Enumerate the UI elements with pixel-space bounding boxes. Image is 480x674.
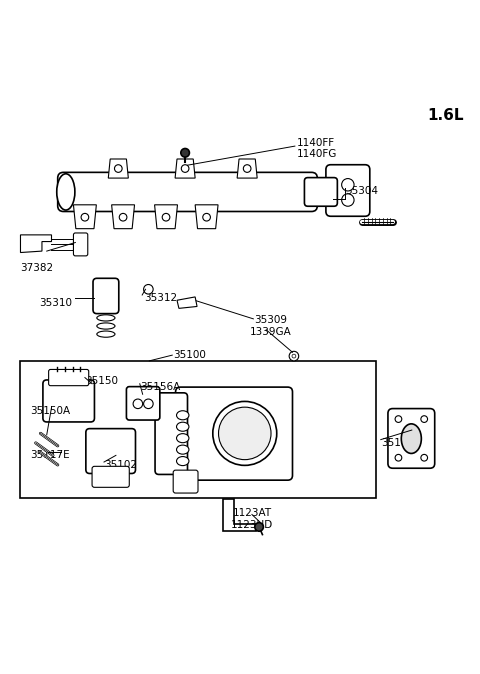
- Text: 37382: 37382: [21, 263, 54, 273]
- Circle shape: [144, 284, 153, 294]
- Circle shape: [203, 214, 210, 221]
- Circle shape: [181, 148, 190, 157]
- Circle shape: [243, 164, 251, 173]
- Ellipse shape: [177, 410, 189, 420]
- Ellipse shape: [177, 433, 189, 443]
- FancyBboxPatch shape: [176, 387, 292, 480]
- Circle shape: [421, 454, 428, 461]
- Circle shape: [133, 399, 143, 408]
- Text: 1123AT
1123HD: 1123AT 1123HD: [231, 508, 273, 530]
- Polygon shape: [175, 159, 195, 178]
- Ellipse shape: [97, 331, 115, 337]
- FancyBboxPatch shape: [388, 408, 435, 468]
- Polygon shape: [223, 499, 256, 530]
- Text: 1339GA: 1339GA: [250, 328, 291, 337]
- Circle shape: [395, 454, 402, 461]
- Circle shape: [421, 416, 428, 423]
- Bar: [21, 361, 376, 498]
- Polygon shape: [112, 205, 134, 228]
- Text: 35310: 35310: [39, 298, 72, 307]
- Circle shape: [81, 214, 89, 221]
- Ellipse shape: [57, 174, 75, 210]
- FancyBboxPatch shape: [155, 393, 188, 474]
- Ellipse shape: [97, 323, 115, 329]
- FancyBboxPatch shape: [93, 278, 119, 313]
- Polygon shape: [108, 159, 128, 178]
- FancyBboxPatch shape: [326, 164, 370, 216]
- Text: 1.6L: 1.6L: [427, 108, 464, 123]
- Circle shape: [181, 164, 189, 173]
- Text: 35309: 35309: [254, 315, 288, 326]
- FancyBboxPatch shape: [48, 369, 89, 386]
- Ellipse shape: [177, 456, 189, 466]
- Text: 35150A: 35150A: [30, 406, 70, 416]
- Circle shape: [144, 399, 153, 408]
- Polygon shape: [195, 205, 218, 228]
- Circle shape: [292, 354, 296, 358]
- Circle shape: [342, 179, 354, 191]
- Circle shape: [342, 194, 354, 206]
- Text: 35100: 35100: [173, 350, 206, 360]
- Circle shape: [218, 407, 271, 460]
- Text: 35117E: 35117E: [30, 450, 70, 460]
- FancyBboxPatch shape: [92, 466, 129, 487]
- Text: 35102: 35102: [104, 460, 137, 470]
- Polygon shape: [237, 159, 257, 178]
- FancyBboxPatch shape: [86, 429, 135, 474]
- FancyBboxPatch shape: [304, 178, 337, 206]
- FancyBboxPatch shape: [73, 233, 88, 256]
- Text: 35101: 35101: [381, 438, 414, 448]
- Circle shape: [255, 522, 264, 531]
- Polygon shape: [177, 297, 197, 309]
- Circle shape: [213, 402, 277, 465]
- Circle shape: [115, 164, 122, 173]
- Text: 35156A: 35156A: [140, 382, 180, 392]
- Circle shape: [289, 351, 299, 361]
- Polygon shape: [155, 205, 178, 228]
- FancyBboxPatch shape: [173, 470, 198, 493]
- FancyBboxPatch shape: [126, 387, 160, 420]
- Circle shape: [395, 416, 402, 423]
- Ellipse shape: [97, 315, 115, 321]
- Circle shape: [119, 214, 127, 221]
- Text: 35312: 35312: [144, 293, 178, 303]
- Polygon shape: [21, 235, 51, 253]
- Text: 35304: 35304: [345, 187, 378, 196]
- Ellipse shape: [401, 424, 421, 454]
- FancyBboxPatch shape: [43, 380, 95, 422]
- Circle shape: [162, 214, 170, 221]
- FancyBboxPatch shape: [58, 173, 317, 212]
- Text: 1140FF
1140FG: 1140FF 1140FG: [297, 137, 337, 159]
- Ellipse shape: [177, 445, 189, 454]
- Ellipse shape: [177, 422, 189, 431]
- Polygon shape: [73, 205, 96, 228]
- Text: 35150: 35150: [85, 376, 118, 386]
